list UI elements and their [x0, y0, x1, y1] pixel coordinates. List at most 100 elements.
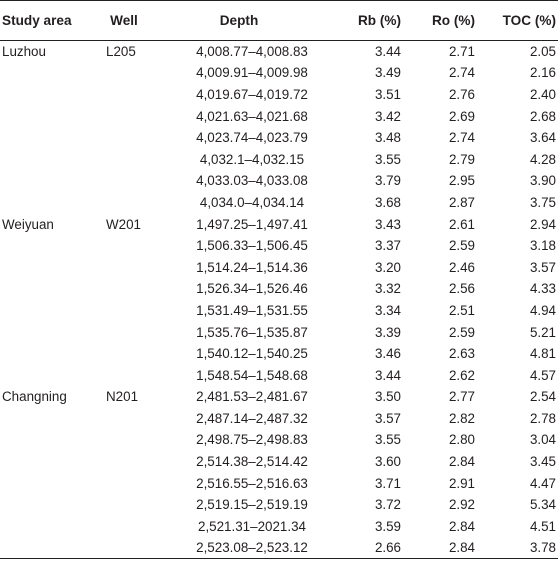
table-row: 4,021.63–4,021.68 3.42 2.69 2.68: [0, 105, 558, 127]
table-row: 4,023.74–4,023.79 3.48 2.74 3.64: [0, 127, 558, 149]
ro-cell: 2.80: [448, 432, 475, 448]
toc-cell: 5.21: [529, 324, 556, 340]
table-row: 1,506.33–1,506.45 3.37 2.59 3.18: [0, 235, 558, 257]
well-cell: [104, 408, 168, 430]
toc-cell: 3.90: [529, 173, 556, 189]
study-area-cell: [0, 84, 104, 106]
table-row: 4,033.03–4,033.08 3.79 2.95 3.90: [0, 170, 558, 192]
well-cell: N201: [106, 389, 139, 405]
rb-cell: 3.44: [374, 367, 401, 383]
rb-cell: 3.50: [374, 389, 401, 405]
depth-cell: 1,506.33–1,506.45: [196, 238, 308, 254]
rb-cell: 2.66: [340, 537, 407, 560]
study-area-cell: [0, 192, 104, 214]
rb-cell: 3.37: [374, 238, 401, 254]
well-cell: [104, 235, 168, 257]
table-row: 1,548.54–1,548.68 3.44 2.62 4.57: [0, 364, 558, 386]
depth-cell: 1,497.25–1,497.41: [196, 216, 308, 232]
rb-cell: 3.55: [374, 151, 401, 167]
table-header: Study area Well Depth Rb (%) Ro (%) TOC …: [0, 0, 558, 41]
table-row: Luzhou L205 4,008.77–4,008.83 3.44 2.71 2.05: [0, 41, 558, 63]
rb-cell: 3.39: [374, 324, 401, 340]
study-area-cell: [0, 148, 104, 170]
header-study-area: Study area: [0, 0, 104, 41]
depth-cell: 2,487.14–2,487.32: [196, 410, 308, 426]
ro-cell: 2.74: [448, 65, 475, 81]
depth-cell: 2,514.38–2,514.42: [196, 454, 308, 470]
rb-cell: 3.42: [374, 108, 401, 124]
study-area-cell: [0, 516, 104, 538]
table-row: 1,540.12–1,540.25 3.46 2.63 4.81: [0, 343, 558, 365]
study-area-cell: [0, 235, 104, 257]
table-row: 2,514.38–2,514.42 3.60 2.84 3.45: [0, 451, 558, 473]
rb-cell: 3.57: [374, 410, 401, 426]
well-cell: [104, 127, 168, 149]
table-row: 2,519.15–2,519.19 3.72 2.92 5.34: [0, 494, 558, 516]
table-row: 2,521.31–2021.34 3.59 2.84 4.51: [0, 516, 558, 538]
depth-cell: 1,514.24–1,514.36: [196, 259, 308, 275]
ro-cell: 2.84: [448, 518, 475, 534]
toc-cell: 2.94: [529, 216, 556, 232]
ro-cell: 2.59: [448, 324, 475, 340]
ro-cell: 2.91: [448, 475, 475, 491]
rb-cell: 3.72: [374, 497, 401, 513]
depth-cell: 1,526.34–1,526.46: [196, 281, 308, 297]
study-area-cell: [0, 300, 104, 322]
depth-cell: 1,540.12–1,540.25: [196, 346, 308, 362]
depth-cell: 2,498.75–2,498.83: [196, 432, 308, 448]
depth-cell: 1,535.76–1,535.87: [196, 324, 308, 340]
toc-cell: 2.40: [529, 86, 556, 102]
study-area-cell: [0, 364, 104, 386]
table-row: Weiyuan W201 1,497.25–1,497.41 3.43 2.61 2.94: [0, 213, 558, 235]
study-area-cell: Weiyuan: [2, 216, 54, 232]
table-row: 1,535.76–1,535.87 3.39 2.59 5.21: [0, 321, 558, 343]
rb-cell: 3.55: [374, 432, 401, 448]
well-cell: [104, 537, 168, 560]
depth-cell: 2,516.55–2,516.63: [196, 475, 308, 491]
ro-cell: 2.71: [448, 44, 475, 60]
ro-cell: 2.95: [448, 173, 475, 189]
rb-cell: 3.44: [374, 44, 401, 60]
toc-cell: 4.81: [529, 346, 556, 362]
rb-cell: 3.20: [374, 259, 401, 275]
ro-cell: 2.84: [448, 454, 475, 470]
study-area-cell: [0, 127, 104, 149]
study-area-cell: [0, 408, 104, 430]
rb-cell: 3.34: [374, 302, 401, 318]
data-table: Study area Well Depth Rb (%) Ro (%) TOC …: [0, 0, 558, 560]
table-row: 4,019.67–4,019.72 3.51 2.76 2.40: [0, 84, 558, 106]
depth-cell: 4,008.77–4,008.83: [196, 44, 308, 60]
toc-cell: 2.68: [529, 108, 556, 124]
ro-cell: 2.77: [448, 389, 475, 405]
table-row: 2,516.55–2,516.63 3.71 2.91 4.47: [0, 472, 558, 494]
header-depth: Depth: [168, 0, 340, 41]
well-cell: [104, 256, 168, 278]
well-cell: [104, 516, 168, 538]
depth-cell: 1,531.49–1,531.55: [196, 302, 308, 318]
table-row: 2,487.14–2,487.32 3.57 2.82 2.78: [0, 408, 558, 430]
well-cell: [104, 472, 168, 494]
well-cell: [104, 321, 168, 343]
study-area-cell: [0, 321, 104, 343]
depth-cell: 4,034.0–4,034.14: [199, 194, 305, 210]
header-rb: Rb (%): [340, 0, 407, 41]
ro-cell: 2.79: [448, 151, 475, 167]
rb-cell: 3.59: [374, 518, 401, 534]
toc-cell: 4.28: [529, 151, 556, 167]
toc-cell: 2.78: [529, 410, 556, 426]
ro-cell: 2.84: [407, 537, 481, 560]
well-cell: [104, 451, 168, 473]
depth-cell: 4,009.91–4,009.98: [196, 65, 308, 81]
table-row: 1,526.34–1,526.46 3.32 2.56 4.33: [0, 278, 558, 300]
toc-cell: 3.04: [529, 432, 556, 448]
toc-cell: 4.33: [529, 281, 556, 297]
study-area-cell: [0, 256, 104, 278]
well-cell: [104, 494, 168, 516]
depth-cell: 2,523.08–2,523.12: [168, 537, 340, 560]
toc-cell: 3.57: [529, 259, 556, 275]
toc-cell: 2.16: [529, 65, 556, 81]
table-row: 4,009.91–4,009.98 3.49 2.74 2.16: [0, 62, 558, 84]
rb-cell: 3.68: [374, 194, 401, 210]
toc-cell: 4.51: [529, 518, 556, 534]
header-well: Well: [104, 0, 168, 41]
